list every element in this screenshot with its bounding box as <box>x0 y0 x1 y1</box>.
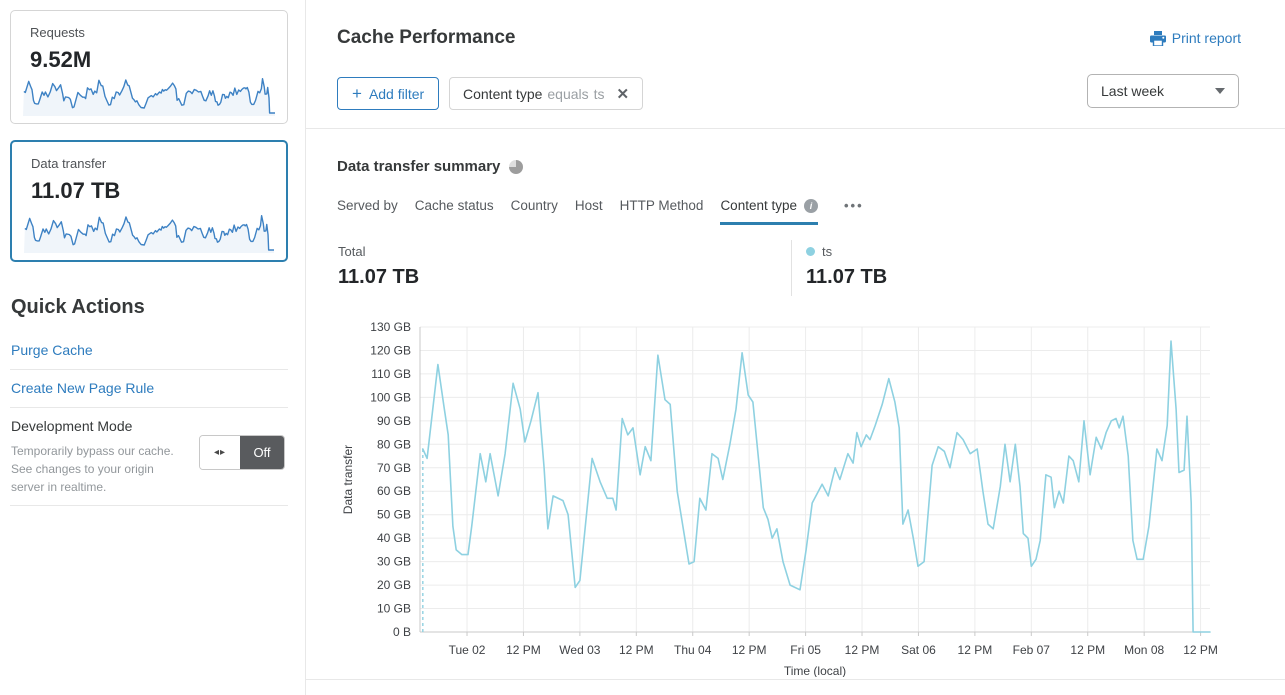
section-divider <box>306 128 1285 129</box>
svg-text:12 PM: 12 PM <box>958 643 993 657</box>
svg-text:Fri 05: Fri 05 <box>790 643 821 657</box>
sidebar-divider <box>10 369 288 370</box>
bottom-divider <box>306 679 1285 680</box>
svg-text:0 B: 0 B <box>393 625 411 639</box>
purge-cache-link[interactable]: Purge Cache <box>11 342 93 358</box>
main-content: Cache Performance Print report + Add fil… <box>306 0 1285 695</box>
svg-text:40 GB: 40 GB <box>377 531 411 545</box>
legend-dot-ts <box>806 247 815 256</box>
totals-divider <box>791 240 792 296</box>
filter-value: ts <box>593 85 605 102</box>
legend-series-value: 11.07 TB <box>806 266 888 288</box>
svg-text:12 PM: 12 PM <box>619 643 654 657</box>
add-filter-button[interactable]: + Add filter <box>337 77 440 110</box>
svg-text:100 GB: 100 GB <box>370 390 411 404</box>
svg-text:10 GB: 10 GB <box>377 602 411 616</box>
toggle-knob-arrows-icon: ◂▸ <box>200 436 240 469</box>
svg-text:12 PM: 12 PM <box>732 643 767 657</box>
svg-text:Feb 07: Feb 07 <box>1013 643 1051 657</box>
filter-operator: equals <box>547 85 589 102</box>
data-transfer-line-chart: 0 B 10 GB 20 GB 30 GB 40 GB 50 GB 60 GB 70 GB 80… <box>341 320 1218 678</box>
tab-cache-status[interactable]: Cache status <box>414 198 494 213</box>
svg-text:Sat 06: Sat 06 <box>901 643 936 657</box>
requests-metric-card[interactable]: Requests 9.52M <box>10 10 288 124</box>
tab-country[interactable]: Country <box>510 198 558 213</box>
data-transfer-card-label: Data transfer <box>31 156 107 171</box>
svg-text:Thu 04: Thu 04 <box>674 643 712 657</box>
plus-icon: + <box>352 84 362 103</box>
svg-text:60 GB: 60 GB <box>377 484 411 498</box>
chevron-down-icon <box>1215 88 1225 94</box>
svg-text:Mon 08: Mon 08 <box>1124 643 1164 657</box>
svg-text:Data transfer: Data transfer <box>341 445 355 514</box>
development-mode-toggle[interactable]: ◂▸ Off <box>199 435 285 470</box>
sidebar-divider <box>10 505 288 506</box>
sidebar-divider <box>10 407 288 408</box>
svg-text:110 GB: 110 GB <box>371 367 411 381</box>
legend-series-name: ts <box>822 244 833 259</box>
tab-served-by[interactable]: Served by <box>337 198 398 213</box>
svg-text:90 GB: 90 GB <box>377 414 411 428</box>
tab-content-type[interactable]: Content type i <box>720 198 818 225</box>
tab-http-method[interactable]: HTTP Method <box>619 198 704 213</box>
requests-card-value: 9.52M <box>30 47 92 72</box>
total-label: Total <box>338 244 366 259</box>
svg-text:Time (local): Time (local) <box>784 664 846 677</box>
summary-tabs: Served by Cache status Country Host HTTP… <box>337 198 864 225</box>
svg-text:30 GB: 30 GB <box>377 555 411 569</box>
printer-icon <box>1149 30 1166 46</box>
requests-sparkline-chart <box>23 77 275 116</box>
svg-text:20 GB: 20 GB <box>377 578 411 592</box>
svg-text:12 PM: 12 PM <box>506 643 541 657</box>
info-icon[interactable]: i <box>804 198 818 213</box>
chart-area: 0 B 10 GB 20 GB 30 GB 40 GB 50 GB 60 GB 70 GB 80… <box>330 315 1240 682</box>
series-legend: ts <box>806 244 832 259</box>
page-title: Cache Performance <box>337 27 516 48</box>
svg-text:120 GB: 120 GB <box>370 343 411 357</box>
time-range-select[interactable]: Last week <box>1087 74 1239 108</box>
svg-text:12 PM: 12 PM <box>1183 643 1218 657</box>
svg-text:12 PM: 12 PM <box>1070 643 1105 657</box>
create-page-rule-link[interactable]: Create New Page Rule <box>11 380 155 396</box>
total-value: 11.07 TB <box>338 266 420 288</box>
toggle-state-label: Off <box>240 436 284 469</box>
summary-title-text: Data transfer summary <box>337 158 501 175</box>
tab-content-type-label: Content type <box>720 198 797 213</box>
filter-chip-content-type: Content type equals ts ✕ <box>449 77 644 110</box>
data-transfer-metric-card[interactable]: Data transfer 11.07 TB <box>10 140 288 262</box>
add-filter-label: Add filter <box>368 85 425 102</box>
remove-filter-icon[interactable]: ✕ <box>616 85 630 103</box>
filter-field: Content type <box>463 85 543 102</box>
svg-text:Tue 02: Tue 02 <box>449 643 486 657</box>
svg-text:50 GB: 50 GB <box>377 508 411 522</box>
data-transfer-card-value: 11.07 TB <box>31 178 121 203</box>
summary-section-title: Data transfer summary <box>337 158 524 175</box>
svg-text:130 GB: 130 GB <box>370 320 411 334</box>
svg-text:70 GB: 70 GB <box>377 461 411 475</box>
quick-actions-heading: Quick Actions <box>11 296 145 318</box>
requests-card-label: Requests <box>30 25 85 40</box>
print-report-link[interactable]: Print report <box>1149 30 1241 46</box>
time-range-value: Last week <box>1101 83 1165 99</box>
svg-text:12 PM: 12 PM <box>845 643 880 657</box>
print-report-label: Print report <box>1171 30 1241 46</box>
svg-text:Wed 03: Wed 03 <box>559 643 600 657</box>
data-transfer-sparkline-chart <box>24 214 274 253</box>
development-mode-description: Temporarily bypass our cache. See change… <box>11 444 174 494</box>
more-tabs-button[interactable]: ••• <box>844 198 864 213</box>
svg-text:80 GB: 80 GB <box>377 437 411 451</box>
tab-host[interactable]: Host <box>574 198 603 213</box>
development-mode-label: Development Mode <box>11 418 133 434</box>
pie-loading-icon <box>509 159 524 174</box>
sidebar: Requests 9.52M Data transfer 11.07 TB Qu… <box>0 0 306 695</box>
